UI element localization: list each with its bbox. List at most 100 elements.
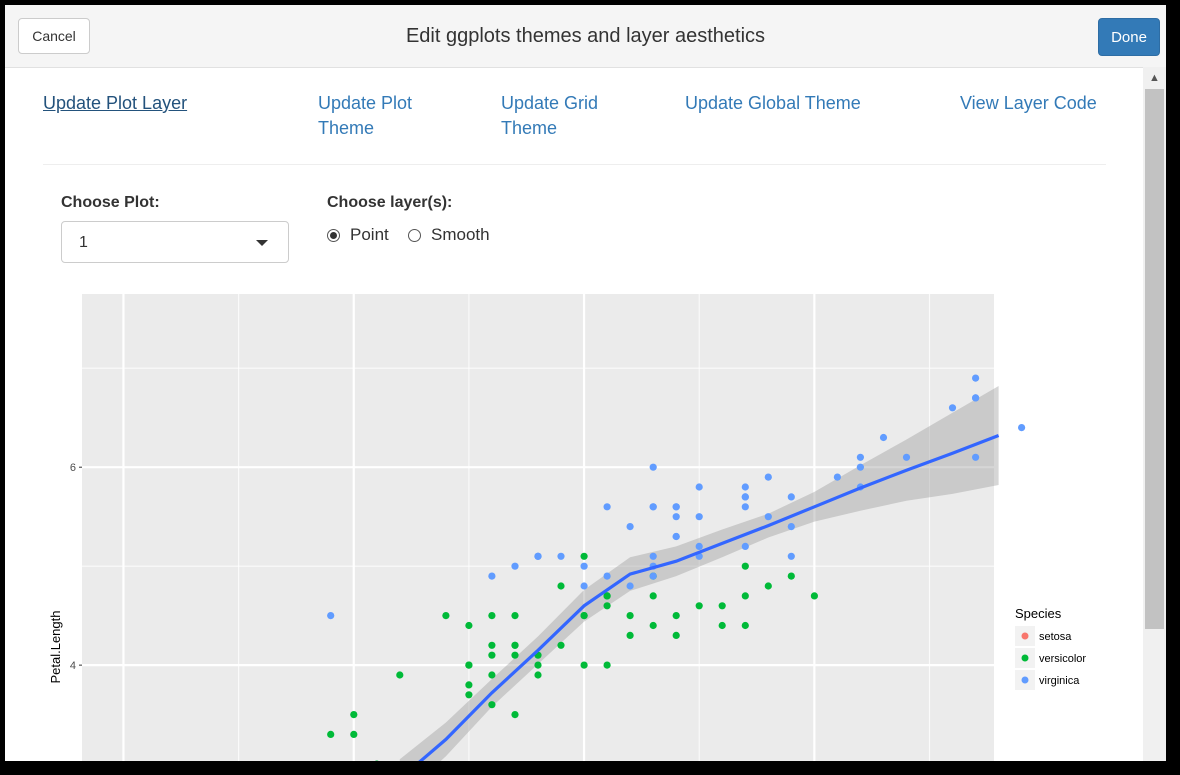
choose-plot-select[interactable]: 1 [61, 221, 289, 263]
data-point-virginica [879, 433, 888, 442]
data-point-virginica [972, 374, 980, 382]
data-point-versicolor [649, 621, 657, 630]
tab-update-global-theme[interactable]: Update Global Theme [685, 93, 861, 113]
data-point-virginica [580, 562, 588, 570]
data-point-virginica [764, 473, 772, 481]
data-point-versicolor [580, 661, 588, 669]
data-point-virginica [833, 473, 842, 481]
data-point-versicolor [511, 641, 519, 649]
data-point-virginica [787, 552, 795, 560]
data-point-virginica [741, 503, 749, 511]
data-point-virginica [948, 404, 957, 412]
data-point-virginica [626, 582, 634, 590]
data-point-versicolor [626, 612, 634, 620]
data-point-versicolor [603, 592, 611, 600]
y-tick-label: 4 [70, 660, 76, 672]
data-point-versicolor [534, 671, 542, 679]
data-point-versicolor [350, 711, 358, 719]
tab-update-plot-layer[interactable]: Update Plot Layer [43, 93, 188, 113]
data-point-virginica [580, 582, 588, 590]
data-point-versicolor [511, 711, 519, 719]
tab-view-layer-code[interactable]: View Layer Code [960, 93, 1097, 113]
done-button[interactable]: Done [1098, 18, 1160, 56]
data-point-virginica [902, 453, 911, 461]
data-point-virginica [534, 552, 542, 560]
data-point-virginica [856, 453, 865, 461]
smooth-confidence-band [399, 386, 999, 761]
data-point-virginica [672, 503, 680, 511]
dialog-content: Update Plot Layer Update Plot Theme Upda… [5, 67, 1143, 761]
layer-radio-smooth[interactable]: Smooth [408, 225, 490, 245]
data-point-versicolor [350, 730, 358, 738]
data-point-virginica [649, 503, 657, 511]
data-point-versicolor [488, 651, 496, 659]
legend-label-virginica: virginica [1039, 675, 1080, 687]
scrollbar-thumb[interactable] [1145, 89, 1164, 629]
data-point-versicolor [465, 661, 473, 669]
data-point-versicolor [649, 592, 657, 600]
data-point-versicolor [488, 671, 496, 679]
data-point-virginica [649, 463, 657, 471]
data-point-virginica [741, 493, 749, 501]
tab-update-grid-theme[interactable]: Update Grid Theme [501, 93, 599, 138]
data-point-versicolor [580, 612, 588, 620]
data-point-versicolor [465, 691, 473, 699]
data-point-versicolor [442, 612, 450, 620]
data-point-versicolor [741, 621, 749, 630]
legend-title: Species [1015, 606, 1062, 621]
vertical-scrollbar[interactable]: ▲ [1143, 67, 1166, 761]
data-point-virginica [695, 483, 703, 491]
data-point-virginica [488, 572, 496, 580]
scatter-plot: 4 6 Petal.Length Species setosa versicol… [48, 294, 1086, 761]
data-point-versicolor [465, 621, 473, 630]
data-point-versicolor [672, 631, 680, 639]
data-point-versicolor [672, 612, 680, 620]
data-point-virginica [603, 503, 611, 511]
tab-divider [43, 164, 1106, 165]
legend-dot-virginica [1021, 676, 1029, 684]
cancel-button[interactable]: Cancel [18, 18, 90, 54]
data-point-versicolor [557, 641, 565, 649]
data-point-virginica [672, 513, 680, 521]
tab-update-plot-theme[interactable]: Update Plot Theme [318, 93, 413, 138]
data-point-virginica [327, 612, 335, 620]
legend-dot-setosa [1021, 632, 1029, 640]
plot-panel [82, 294, 994, 761]
data-point-versicolor [603, 602, 611, 610]
data-point-virginica [557, 552, 565, 560]
data-point-virginica [741, 542, 749, 550]
choose-layer-label: Choose layer(s): [327, 194, 453, 211]
data-point-versicolor [718, 621, 726, 630]
legend-label-setosa: setosa [1039, 631, 1072, 643]
dialog-title: Edit ggplots themes and layer aesthetics [405, 25, 766, 47]
legend: Species setosa versicolor virginica [1015, 606, 1086, 690]
data-point-versicolor [488, 612, 496, 620]
data-point-virginica [603, 572, 611, 580]
legend-label-versicolor: versicolor [1039, 653, 1086, 665]
data-point-versicolor [603, 661, 611, 669]
grid-major [82, 294, 994, 761]
data-point-virginica [695, 513, 703, 521]
data-point-versicolor [741, 562, 749, 570]
tab-bar: Update Plot Layer Update Plot Theme Upda… [5, 67, 1105, 161]
radio-checked-icon[interactable] [327, 228, 340, 242]
radio-unchecked-icon[interactable] [408, 228, 421, 242]
data-point-versicolor [810, 592, 819, 600]
dialog-header: Cancel Edit ggplots themes and layer aes… [5, 5, 1166, 68]
data-point-virginica [695, 542, 703, 550]
data-point-versicolor [488, 641, 496, 649]
data-point-versicolor [764, 582, 772, 590]
data-point-virginica [764, 513, 772, 521]
data-point-virginica [1018, 424, 1026, 432]
scroll-up-arrow-icon[interactable]: ▲ [1149, 72, 1160, 84]
data-point-virginica [649, 552, 657, 560]
data-point-versicolor [511, 612, 519, 620]
data-point-versicolor [741, 592, 749, 600]
caret-down-icon [256, 240, 268, 246]
data-point-virginica [626, 523, 634, 531]
y-tick-label: 6 [70, 462, 76, 474]
choose-plot-label: Choose Plot: [61, 194, 160, 211]
layer-radio-point[interactable]: Point [327, 225, 389, 245]
data-point-virginica [972, 453, 980, 461]
data-point-virginica [649, 572, 657, 580]
